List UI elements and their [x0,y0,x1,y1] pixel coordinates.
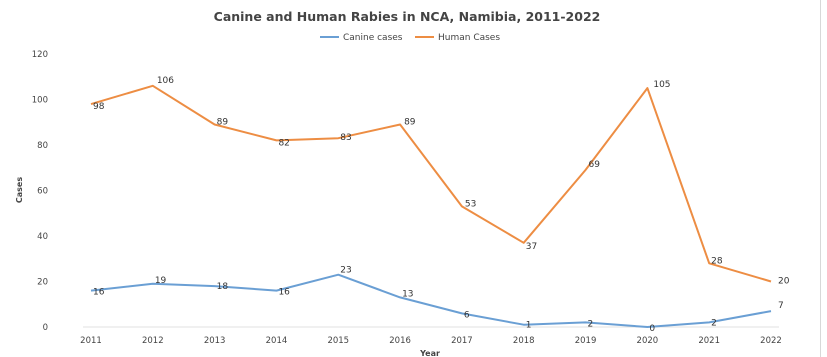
y-axis-label: Cases [15,177,24,203]
y-tick-label: 80 [37,141,48,151]
data-label: 16 [278,288,290,298]
data-label: 89 [404,118,416,128]
window-edge-divider [820,0,821,357]
x-tick-label: 2022 [760,336,782,346]
x-tick-label: 2014 [266,336,288,346]
x-axis-ticks: 2011 2012 2013 2014 2015 2016 2017 2018 2019 2020… [80,336,782,346]
data-label: 28 [711,256,723,266]
chart-title: Canine and Human Rabies in NCA, Namibia,… [214,9,601,24]
data-label: 53 [465,199,476,209]
legend: Canine cases Human Cases [320,33,500,43]
y-tick-label: 0 [43,323,48,333]
x-tick-label: 2011 [80,336,102,346]
y-tick-label: 100 [32,96,48,106]
x-tick-label: 2013 [204,336,226,346]
x-axis-label: Year [419,349,440,357]
x-tick-label: 2019 [575,336,597,346]
data-label: 23 [340,266,351,276]
y-tick-label: 60 [37,187,48,197]
data-label: 1 [526,321,532,331]
y-tick-label: 40 [37,232,48,242]
y-tick-label: 20 [37,278,48,288]
data-label: 20 [778,277,790,287]
data-label: 7 [778,301,784,311]
data-label: 13 [402,289,413,299]
data-label: 6 [464,310,470,320]
y-axis-ticks: 0 20 40 60 80 100 120 [32,50,48,333]
x-tick-label: 2017 [451,336,473,346]
x-tick-label: 2012 [142,336,164,346]
series-lines [90,84,772,328]
x-tick-label: 2021 [698,336,720,346]
data-label: 106 [157,76,174,86]
x-tick-label: 2015 [327,336,349,346]
x-tick-label: 2020 [637,336,659,346]
data-label: 2 [588,319,594,329]
data-label: 98 [93,102,105,112]
data-label: 105 [653,80,670,90]
data-label: 89 [217,118,229,128]
data-label: 82 [278,138,289,148]
data-label: 83 [340,133,351,143]
series-line-human [90,84,772,283]
data-label: 69 [589,160,601,170]
y-tick-label: 120 [32,50,48,60]
data-label: 16 [93,288,105,298]
legend-label-canine: Canine cases [343,33,403,43]
data-label: 19 [155,276,167,286]
series-line-canine [90,273,772,328]
data-label: 2 [711,318,717,328]
legend-label-human: Human Cases [438,33,500,43]
data-label: 0 [649,324,655,334]
x-tick-label: 2018 [513,336,535,346]
data-label: 18 [217,282,229,292]
x-tick-label: 2016 [389,336,411,346]
data-label: 37 [526,242,537,252]
